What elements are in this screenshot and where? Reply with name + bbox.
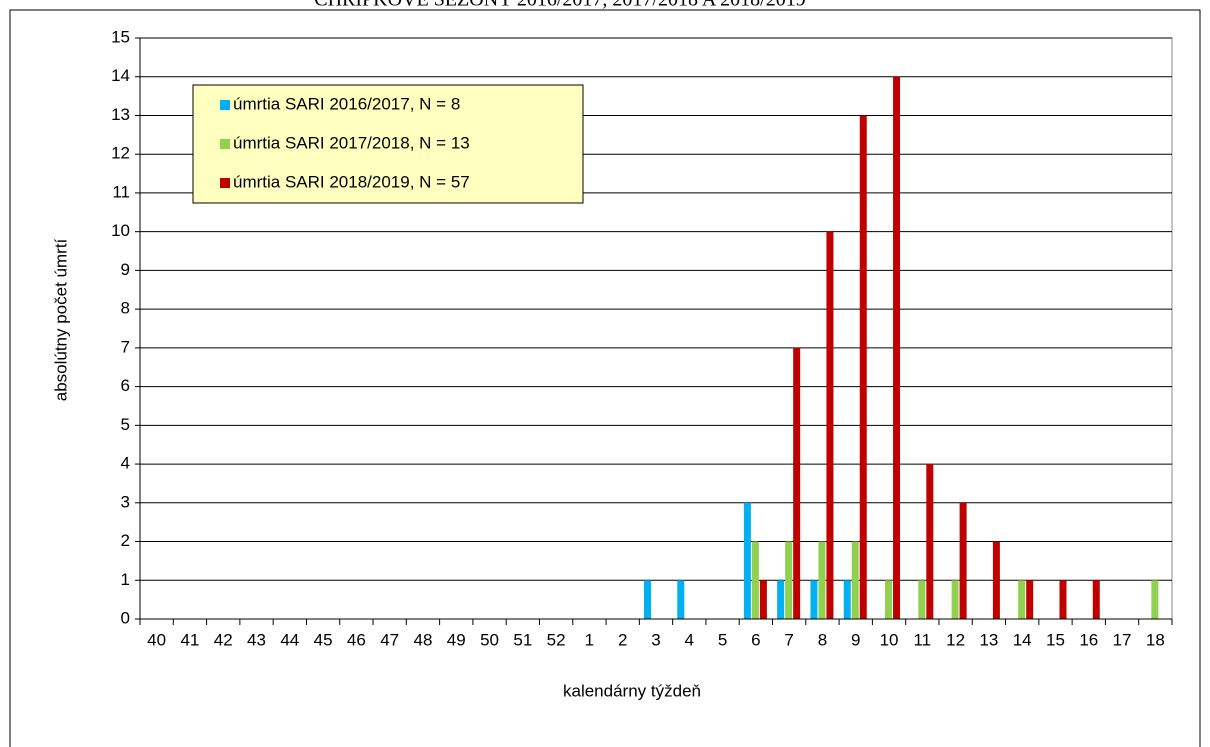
x-tick-label: 50 (480, 630, 499, 649)
bar (785, 541, 793, 619)
x-tick-label: 52 (547, 630, 566, 649)
bar (826, 231, 834, 619)
y-tick-label: 7 (121, 337, 130, 356)
x-tick-label: 44 (280, 630, 299, 649)
y-tick-label: 12 (111, 144, 130, 163)
x-tick-label: 45 (314, 630, 333, 649)
bar (926, 464, 934, 619)
bar (1092, 580, 1100, 619)
bar (810, 580, 818, 619)
y-tick-label: 8 (121, 299, 130, 318)
bar (859, 115, 867, 619)
y-tick-label: 5 (121, 415, 130, 434)
bar (1151, 580, 1159, 619)
y-tick-label: 4 (121, 454, 130, 473)
x-tick-label: 40 (147, 630, 166, 649)
bar (677, 580, 685, 619)
bar (1059, 580, 1067, 619)
y-tick-label: 3 (121, 492, 130, 511)
y-axis-label: absolútny počet úmrtí (51, 238, 70, 401)
x-tick-label: 17 (1113, 630, 1132, 649)
x-tick-label: 15 (1046, 630, 1065, 649)
x-tick-label: 14 (1013, 630, 1032, 649)
y-tick-label: 2 (121, 531, 130, 550)
x-tick-label: 8 (818, 630, 827, 649)
x-tick-label: 18 (1146, 630, 1165, 649)
x-tick-label: 10 (880, 630, 899, 649)
legend-label: úmrtia SARI 2017/2018, N = 13 (233, 133, 470, 152)
y-tick-label: 13 (111, 105, 130, 124)
x-tick-label: 1 (585, 630, 594, 649)
legend-box (192, 84, 584, 204)
y-tick-label: 15 (111, 27, 130, 46)
x-tick-label: 12 (946, 630, 965, 649)
x-tick-label: 47 (380, 630, 399, 649)
bar (759, 580, 767, 619)
bar (951, 580, 959, 619)
y-tick-label: 9 (121, 260, 130, 279)
bar (743, 502, 751, 619)
bar (777, 580, 785, 619)
legend-label: úmrtia SARI 2018/2019, N = 57 (233, 172, 470, 191)
x-tick-label: 13 (979, 630, 998, 649)
x-tick-label: 49 (447, 630, 466, 649)
x-tick-label: 5 (718, 630, 727, 649)
x-tick-label: 46 (347, 630, 366, 649)
x-tick-label: 42 (214, 630, 233, 649)
y-tick-label: 6 (121, 376, 130, 395)
bar (992, 541, 1000, 619)
y-tick-label: 1 (121, 570, 130, 589)
bar (893, 76, 901, 619)
legend-swatch (220, 178, 230, 188)
bar (644, 580, 651, 619)
x-tick-label: 3 (651, 630, 660, 649)
chart-title: CHRÍPKOVÉ SEZÓNY 2016/2017, 2017/2018 A … (314, 0, 806, 11)
x-tick-label: 48 (414, 630, 433, 649)
x-tick-label: 4 (685, 630, 694, 649)
bar (959, 502, 967, 619)
bar (843, 580, 851, 619)
bar (851, 541, 859, 619)
bar (1018, 580, 1026, 619)
bar (751, 541, 759, 619)
y-tick-label: 0 (121, 608, 130, 627)
x-tick-label: 51 (513, 630, 532, 649)
x-tick-label: 7 (784, 630, 793, 649)
legend-swatch (220, 100, 230, 110)
x-tick-label: 43 (247, 630, 266, 649)
x-tick-label: 2 (618, 630, 627, 649)
legend-label: úmrtia SARI 2016/2017, N = 8 (233, 94, 460, 113)
bar (1026, 580, 1034, 619)
x-tick-label: 16 (1079, 630, 1098, 649)
y-tick-label: 14 (111, 66, 130, 85)
bar (793, 347, 801, 619)
x-tick-label: 11 (913, 630, 931, 649)
bar (885, 580, 893, 619)
x-tick-label: 9 (851, 630, 860, 649)
x-axis-label: kalendárny týždeň (563, 681, 701, 700)
bar (918, 580, 926, 619)
y-tick-label: 11 (112, 182, 130, 201)
x-tick-label: 41 (180, 630, 199, 649)
legend-swatch (220, 139, 230, 149)
x-tick-label: 6 (751, 630, 760, 649)
y-tick-label: 10 (111, 221, 130, 240)
bar (818, 541, 826, 619)
